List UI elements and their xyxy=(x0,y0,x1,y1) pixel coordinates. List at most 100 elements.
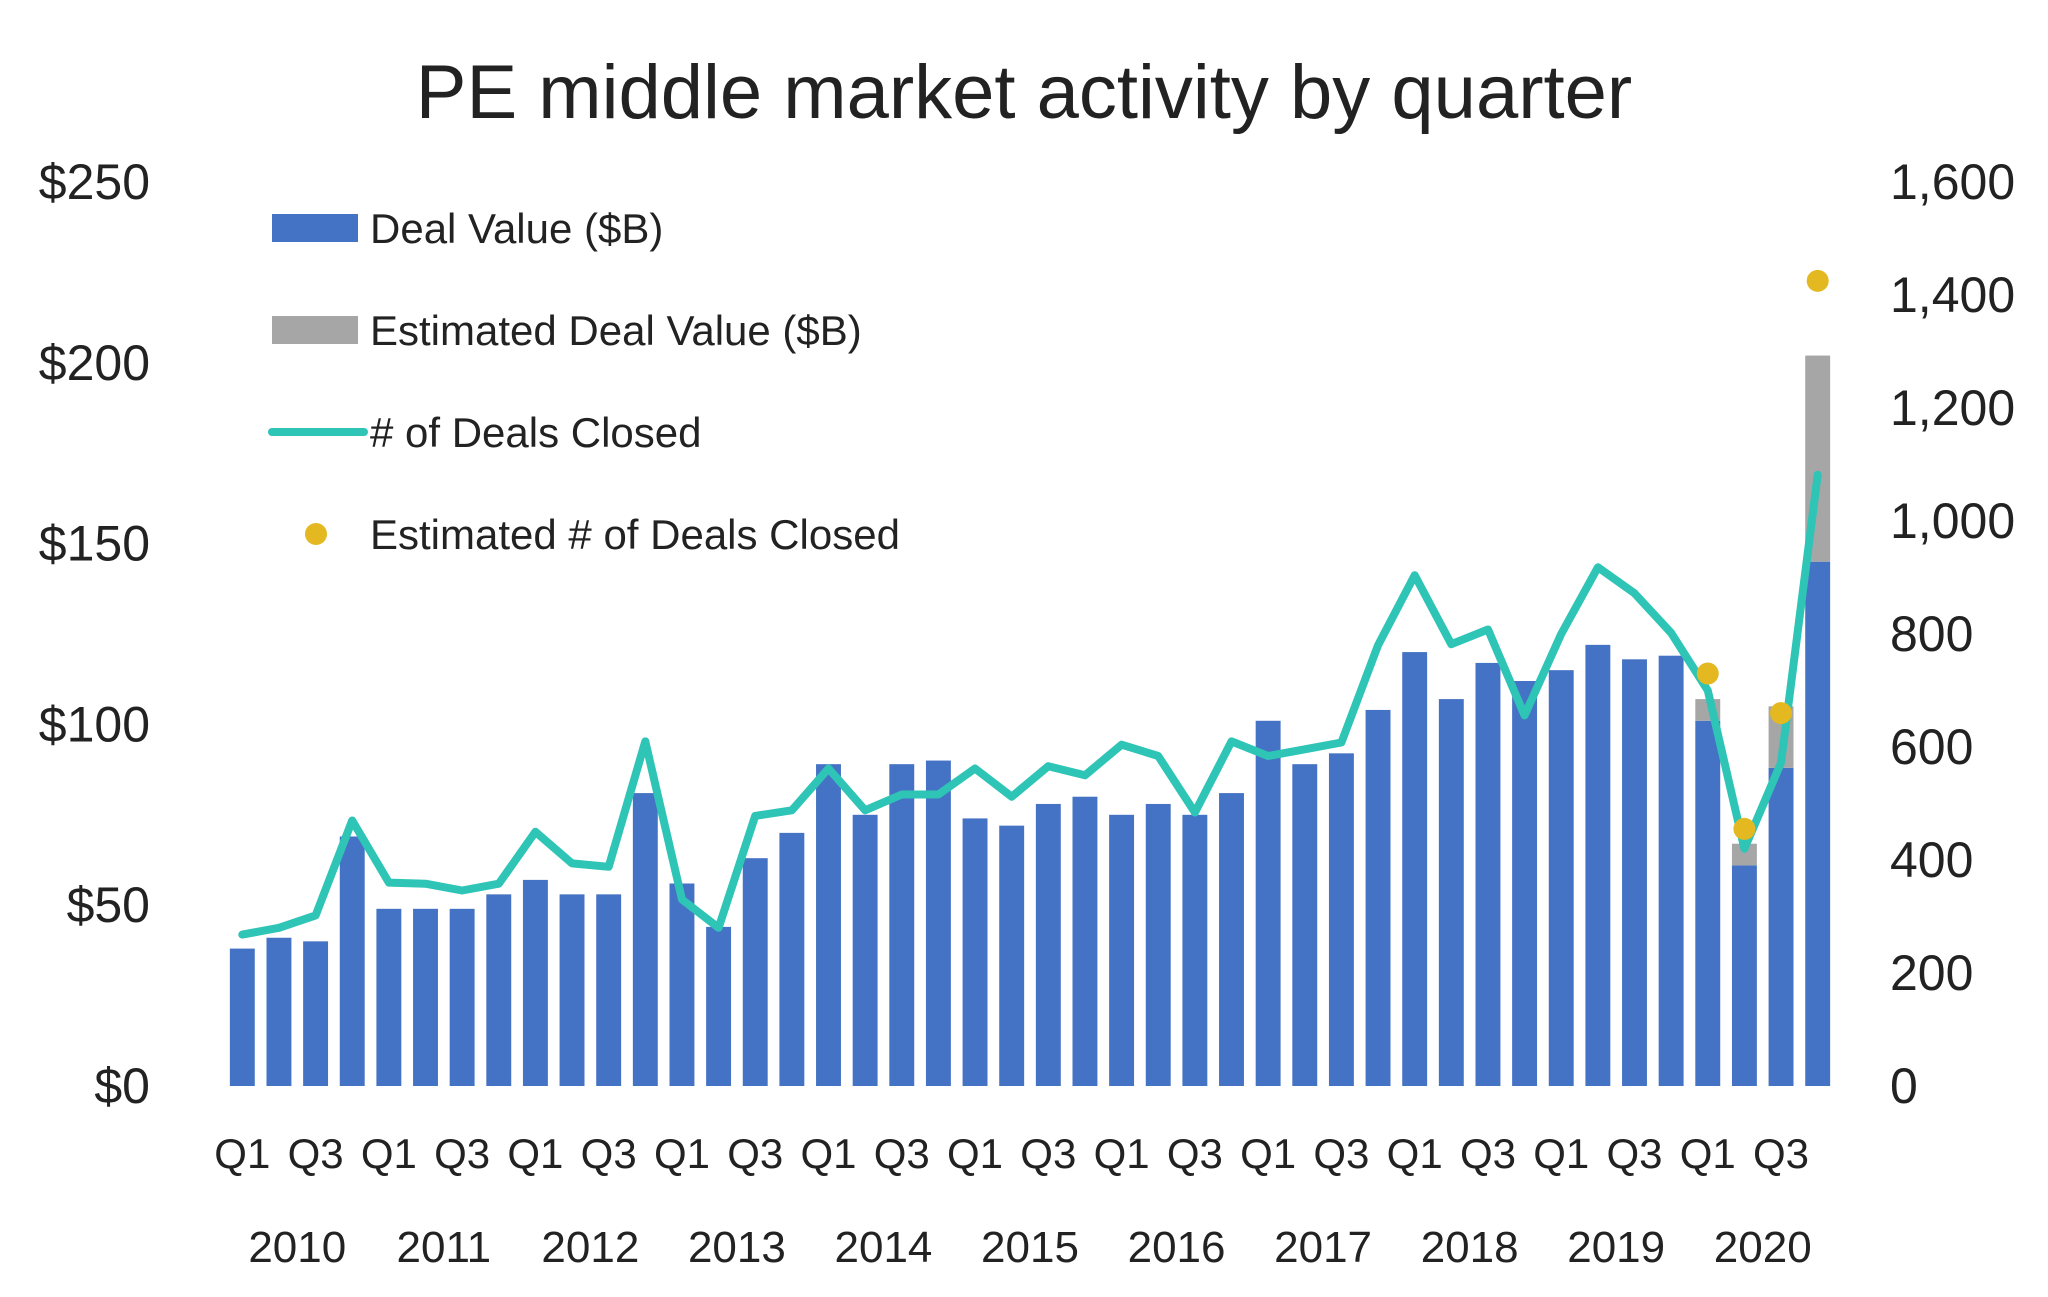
deal-value-bar xyxy=(852,814,878,1086)
deal-value-bar xyxy=(1768,767,1794,1086)
deal-value-bar xyxy=(1585,644,1611,1086)
left-y-tick-label: $250 xyxy=(39,154,150,210)
deal-value-bar xyxy=(449,908,475,1086)
year-label: 2010 xyxy=(248,1223,346,1272)
year-label: 2015 xyxy=(981,1223,1079,1272)
quarter-tick-label: Q1 xyxy=(361,1130,417,1177)
quarter-tick-label: Q3 xyxy=(581,1130,637,1177)
deal-value-bar xyxy=(376,908,402,1086)
deal-value-bar xyxy=(669,883,695,1086)
deal-value-bar xyxy=(1182,814,1208,1086)
year-label: 2013 xyxy=(688,1223,786,1272)
deal-value-bar xyxy=(559,894,585,1086)
deal-value-bar xyxy=(1365,709,1391,1086)
quarter-tick-label: Q3 xyxy=(288,1130,344,1177)
deal-value-bar xyxy=(1731,865,1757,1086)
right-y-tick-label: 600 xyxy=(1890,719,1973,775)
year-label: 2016 xyxy=(1128,1223,1226,1272)
deals-closed-line xyxy=(238,470,1822,939)
deal-value-bar xyxy=(1402,652,1428,1086)
right-y-axis: 0 200 400 600 800 1,000 1,200 1,400 1,600 xyxy=(1890,154,2015,1114)
legend-label: Estimated # of Deals Closed xyxy=(370,511,900,558)
quarter-tick-label: Q1 xyxy=(1533,1130,1589,1177)
deal-value-bar xyxy=(229,948,255,1086)
deal-value-bar xyxy=(1658,655,1684,1086)
bar-group xyxy=(229,355,1831,1086)
right-y-tick-label: 800 xyxy=(1890,606,1973,662)
deal-value-bar xyxy=(816,764,841,1086)
deal-value-bar xyxy=(413,908,438,1086)
deal-value-bar xyxy=(889,764,915,1086)
left-y-tick-label: $200 xyxy=(39,335,150,391)
year-label: 2012 xyxy=(541,1223,639,1272)
left-y-tick-label: $50 xyxy=(67,877,150,933)
right-y-tick-label: 0 xyxy=(1890,1058,1918,1114)
deal-value-bar xyxy=(1035,803,1061,1086)
estimated-deals-point xyxy=(1733,817,1756,840)
deal-value-bar xyxy=(486,894,512,1086)
deal-value-bar xyxy=(1475,662,1501,1086)
quarter-tick-label: Q3 xyxy=(1313,1130,1369,1177)
x-axis-labels: Q1 Q3 Q1 Q3 Q1 Q3 Q1 Q3 Q1 Q3 Q1 Q3 Q1 Q3 Q1 Q3 Q1 Q3 Q1 Q3… xyxy=(214,1130,1811,1272)
deal-value-bar xyxy=(266,937,292,1086)
deal-value-bar xyxy=(339,836,365,1086)
year-label: 2014 xyxy=(835,1223,933,1272)
right-y-tick-label: 1,400 xyxy=(1890,267,2015,323)
deal-value-bar xyxy=(1328,753,1354,1086)
year-label: 2019 xyxy=(1567,1223,1665,1272)
deal-value-bar xyxy=(706,926,732,1086)
left-y-tick-label: $150 xyxy=(39,516,150,572)
deal-value-bar xyxy=(999,825,1025,1086)
estimated-deals-point xyxy=(1806,269,1829,292)
quarter-tick-label: Q3 xyxy=(1167,1130,1223,1177)
deal-value-bar xyxy=(1548,670,1574,1086)
estimated-deal-value-bar xyxy=(1731,843,1757,866)
deal-value-bar xyxy=(632,793,658,1086)
year-label: 2017 xyxy=(1274,1223,1372,1272)
deal-value-bar xyxy=(303,941,329,1086)
deal-value-bar xyxy=(1512,681,1538,1086)
quarter-tick-label: Q1 xyxy=(1240,1130,1296,1177)
left-y-tick-label: $100 xyxy=(39,696,150,752)
quarter-tick-label: Q3 xyxy=(1020,1130,1076,1177)
left-y-tick-label: $0 xyxy=(94,1058,150,1114)
deal-value-bar xyxy=(1109,814,1135,1086)
legend-estimated-deals-swatch xyxy=(305,523,327,545)
quarter-tick-label: Q3 xyxy=(727,1130,783,1177)
quarter-tick-label: Q3 xyxy=(1460,1130,1516,1177)
year-label: 2020 xyxy=(1714,1223,1812,1272)
quarter-tick-label: Q3 xyxy=(1753,1130,1809,1177)
legend-label: Estimated Deal Value ($B) xyxy=(370,307,862,354)
quarter-tick-label: Q3 xyxy=(874,1130,930,1177)
deal-value-bar xyxy=(522,879,548,1086)
deal-value-bar xyxy=(779,832,805,1086)
estimated-deals-point xyxy=(1770,702,1793,725)
deal-value-bar xyxy=(596,894,622,1086)
deal-value-bar xyxy=(1438,699,1464,1086)
legend-label: Deal Value ($B) xyxy=(370,205,663,252)
deals-line-layer xyxy=(238,470,1822,939)
right-y-tick-label: 400 xyxy=(1890,832,1973,888)
quarter-tick-label: Q3 xyxy=(1606,1130,1662,1177)
estimated-deals-point xyxy=(1696,662,1719,685)
chart-title: PE middle market activity by quarter xyxy=(416,50,1632,135)
right-y-tick-label: 1,000 xyxy=(1890,493,2015,549)
deal-value-bar xyxy=(1805,561,1831,1086)
estimated-deals-points xyxy=(1696,269,1829,840)
right-y-tick-label: 200 xyxy=(1890,945,1973,1001)
legend-label: # of Deals Closed xyxy=(370,409,702,456)
deal-value-bar xyxy=(742,858,768,1086)
year-label: 2018 xyxy=(1421,1223,1519,1272)
quarter-tick-label: Q1 xyxy=(947,1130,1003,1177)
deal-value-bar xyxy=(962,818,988,1086)
year-label: 2011 xyxy=(397,1223,492,1272)
quarter-tick-label: Q3 xyxy=(434,1130,490,1177)
legend: Deal Value ($B) Estimated Deal Value ($B)… xyxy=(268,205,900,558)
right-y-tick-label: 1,200 xyxy=(1890,380,2015,436)
deal-value-bar xyxy=(1219,793,1244,1086)
quarter-tick-label: Q1 xyxy=(800,1130,856,1177)
quarter-tick-label: Q1 xyxy=(507,1130,563,1177)
deal-value-bar xyxy=(925,760,951,1086)
right-y-tick-label: 1,600 xyxy=(1890,154,2015,210)
